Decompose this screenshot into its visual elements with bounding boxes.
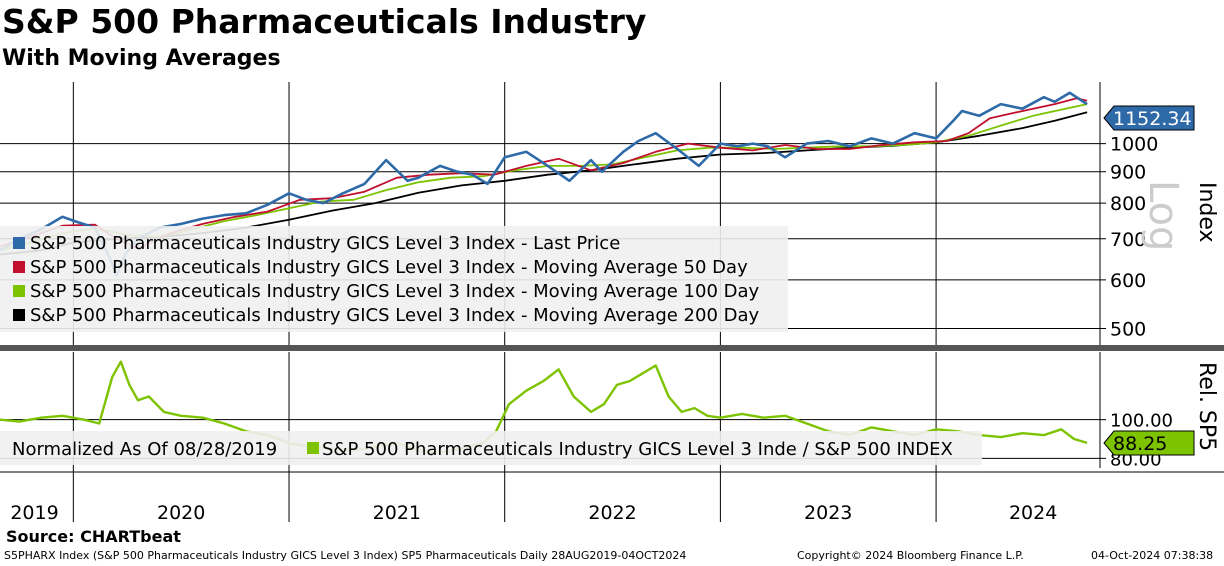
legend-label-2: S&P 500 Pharmaceuticals Industry GICS Le…	[30, 281, 760, 302]
rel-tick-label: 100.00	[1110, 411, 1173, 432]
relative-series-line	[0, 360, 1088, 454]
panel-divider	[0, 345, 1224, 351]
lower-legend-prefix: Normalized As Of 08/28/2019	[12, 439, 277, 460]
y-tick-label: 700	[1110, 229, 1146, 251]
legend-label-1: S&P 500 Pharmaceuticals Industry GICS Le…	[30, 257, 748, 278]
lower-legend-label: S&P 500 Pharmaceuticals Industry GICS Le…	[322, 439, 953, 460]
lower-legend-swatch	[307, 442, 319, 454]
upper-axis-title: Index	[1194, 182, 1219, 243]
legend-label-3: S&P 500 Pharmaceuticals Industry GICS Le…	[30, 305, 760, 326]
x-year-label: 2022	[588, 502, 636, 524]
chart-subtitle: With Moving Averages	[2, 46, 281, 71]
footer-copyright: Copyright© 2024 Bloomberg Finance L.P.	[797, 549, 1024, 562]
source-note: Source: CHARTbeat	[6, 527, 181, 546]
legend-swatch-1	[13, 261, 25, 273]
relative-last-tag	[1103, 430, 1195, 456]
footer-timestamp: 04-Oct-2024 07:38:38	[1091, 549, 1214, 562]
y-tick-label: 1000	[1110, 134, 1158, 156]
chart-title: S&P 500 Pharmaceuticals Industry	[2, 2, 647, 41]
x-year-label: 2019	[10, 502, 58, 524]
lower-legend-box	[0, 431, 982, 465]
y-tick-label: 800	[1110, 193, 1146, 215]
lower-axis-title: Rel. SP5	[1194, 362, 1219, 451]
relative-last-value: 88.25	[1113, 433, 1167, 455]
y-tick-label: 500	[1110, 318, 1146, 340]
legend-swatch-3	[13, 309, 25, 321]
x-year-label: 2024	[1009, 502, 1057, 524]
legend-label-0: S&P 500 Pharmaceuticals Industry GICS Le…	[30, 233, 620, 254]
x-year-label: 2020	[157, 502, 205, 524]
footer-index-info: S5PHARX Index (S&P 500 Pharmaceuticals I…	[4, 549, 687, 562]
legend-swatch-0	[13, 237, 25, 249]
log-scale-label: Log	[1140, 180, 1186, 251]
legend-swatch-2	[13, 285, 25, 297]
y-tick-label: 900	[1110, 162, 1146, 184]
last-price-value: 1152.34	[1113, 108, 1192, 130]
y-tick-label: 600	[1110, 270, 1146, 292]
x-year-label: 2023	[804, 502, 852, 524]
x-year-label: 2021	[373, 502, 421, 524]
last-price-tag	[1103, 105, 1195, 131]
upper-legend-box	[0, 226, 788, 332]
